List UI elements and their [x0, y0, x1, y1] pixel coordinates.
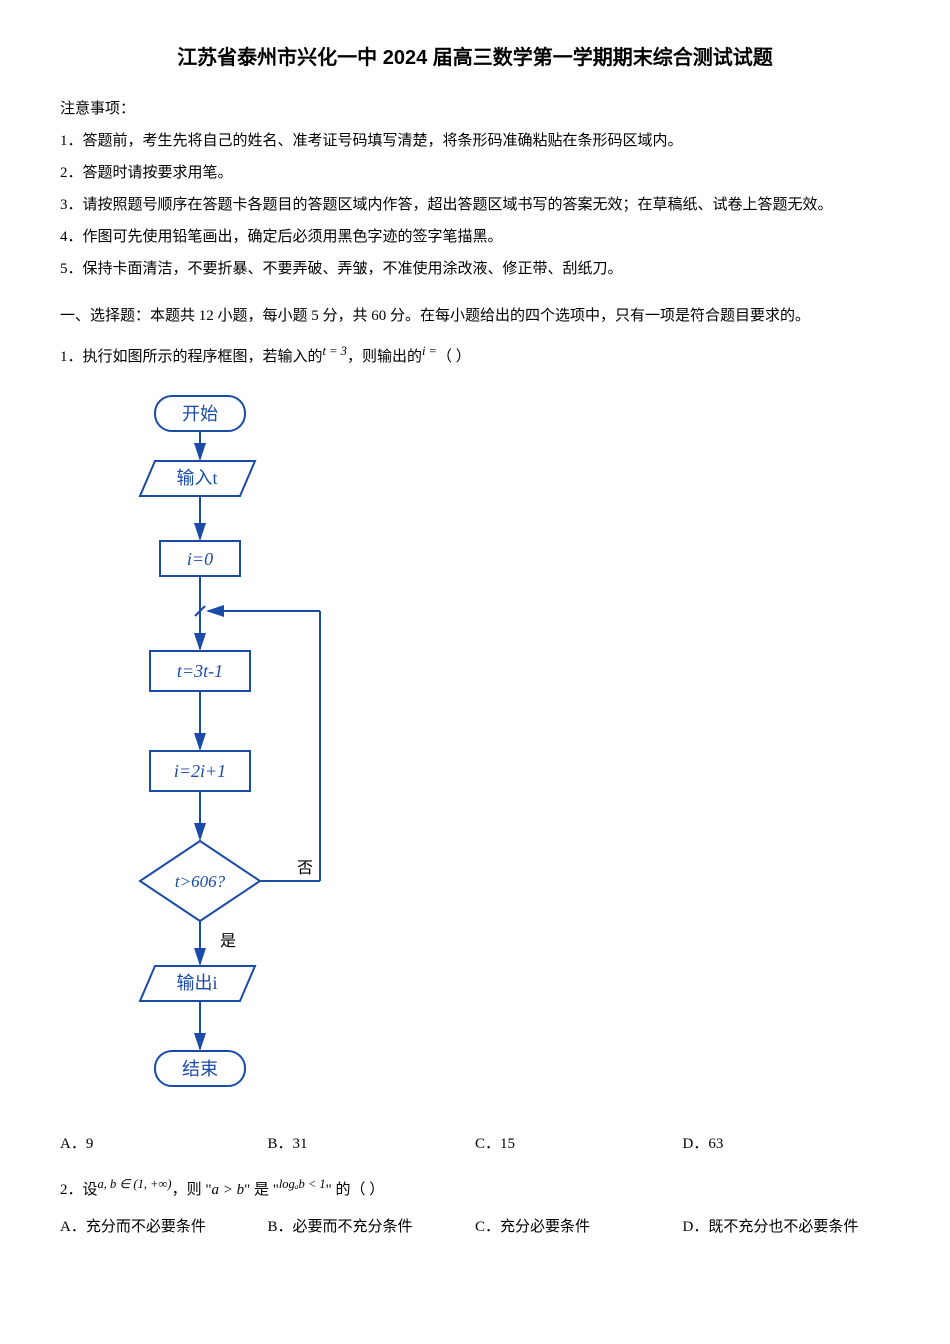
notice-header: 注意事项： — [60, 96, 890, 123]
q1-math2: i = — [422, 344, 437, 358]
q1-options: A．9 B．31 C．15 D．63 — [60, 1131, 890, 1158]
q1-mid: ，则输出的 — [347, 349, 422, 365]
q2-mid1: ，则 " — [172, 1182, 212, 1198]
question-1: 1．执行如图所示的程序框图，若输入的t = 3，则输出的i =（ ） — [60, 340, 890, 371]
svg-text:输出i: 输出i — [176, 973, 217, 993]
question-2: 2．设a, b ∈ (1, +∞)，则 "a > b" 是 "logₐb < 1… — [60, 1173, 890, 1204]
q2-option-d: D．既不充分也不必要条件 — [683, 1214, 891, 1241]
svg-text:是: 是 — [220, 933, 236, 950]
q1-option-b: B．31 — [268, 1131, 476, 1158]
notice-item-3: 3．请按照题号顺序在答题卡各题目的答题区域内作答，超出答题区域书写的答案无效；在… — [60, 192, 890, 219]
notice-item-1: 1．答题前，考生先将自己的姓名、准考证号码填写清楚，将条形码准确粘贴在条形码区域… — [60, 128, 890, 155]
q2-options: A．充分而不必要条件 B．必要而不充分条件 C．充分必要条件 D．既不充分也不必… — [60, 1214, 890, 1249]
q1-suffix: （ ） — [437, 349, 471, 365]
q2-option-b: B．必要而不充分条件 — [268, 1214, 476, 1241]
q2-prefix: 2．设 — [60, 1182, 98, 1198]
svg-text:t=3t-1: t=3t-1 — [177, 661, 223, 681]
section-1-header: 一、选择题：本题共 12 小题，每小题 5 分，共 60 分。在每小题给出的四个… — [60, 303, 890, 330]
svg-text:否: 否 — [297, 860, 313, 877]
flowchart-diagram: 开始 输入t i=0 t=3t-1 i=2i+1 t>606? — [100, 391, 890, 1111]
exam-title: 江苏省泰州市兴化一中 2024 届高三数学第一学期期末综合测试试题 — [60, 40, 890, 76]
svg-text:开始: 开始 — [182, 404, 218, 424]
svg-text:i=2i+1: i=2i+1 — [174, 761, 226, 781]
notice-item-5: 5．保持卡面清洁，不要折暴、不要弄破、弄皱，不准使用涂改液、修正带、刮纸刀。 — [60, 256, 890, 283]
q2-suffix: " 的（ ） — [326, 1182, 385, 1198]
svg-text:i=0: i=0 — [187, 549, 213, 569]
q1-option-d: D．63 — [683, 1131, 891, 1158]
q2-math2: a > b — [211, 1182, 244, 1198]
q1-option-c: C．15 — [475, 1131, 683, 1158]
svg-text:输入t: 输入t — [176, 468, 217, 488]
q2-math1: a, b ∈ (1, +∞) — [98, 1177, 172, 1191]
notice-item-2: 2．答题时请按要求用笔。 — [60, 160, 890, 187]
q2-mid2: " 是 " — [244, 1182, 279, 1198]
q2-option-a: A．充分而不必要条件 — [60, 1214, 268, 1241]
q2-math3: logₐb < 1 — [279, 1177, 326, 1191]
q2-option-c: C．充分必要条件 — [475, 1214, 683, 1241]
svg-text:结束: 结束 — [182, 1059, 218, 1079]
q1-math1: t = 3 — [323, 344, 347, 358]
q1-option-a: A．9 — [60, 1131, 268, 1158]
svg-text:t>606?: t>606? — [175, 872, 226, 891]
q1-prefix: 1．执行如图所示的程序框图，若输入的 — [60, 349, 323, 365]
notice-item-4: 4．作图可先使用铅笔画出，确定后必须用黑色字迹的签字笔描黑。 — [60, 224, 890, 251]
